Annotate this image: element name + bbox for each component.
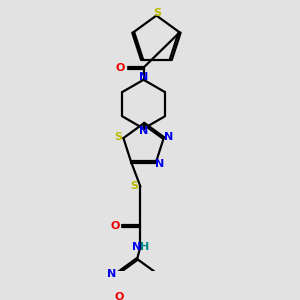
Text: N: N (139, 126, 148, 136)
Text: S: S (114, 132, 122, 142)
Text: O: O (115, 63, 124, 73)
Text: N: N (139, 72, 148, 82)
Text: S: S (130, 182, 138, 191)
Text: H: H (140, 242, 149, 252)
Text: N: N (107, 269, 116, 279)
Text: N: N (155, 159, 165, 170)
Text: O: O (115, 292, 124, 300)
Text: O: O (111, 220, 120, 231)
Text: N: N (164, 132, 173, 142)
Text: S: S (153, 8, 161, 18)
Text: N: N (132, 242, 141, 252)
